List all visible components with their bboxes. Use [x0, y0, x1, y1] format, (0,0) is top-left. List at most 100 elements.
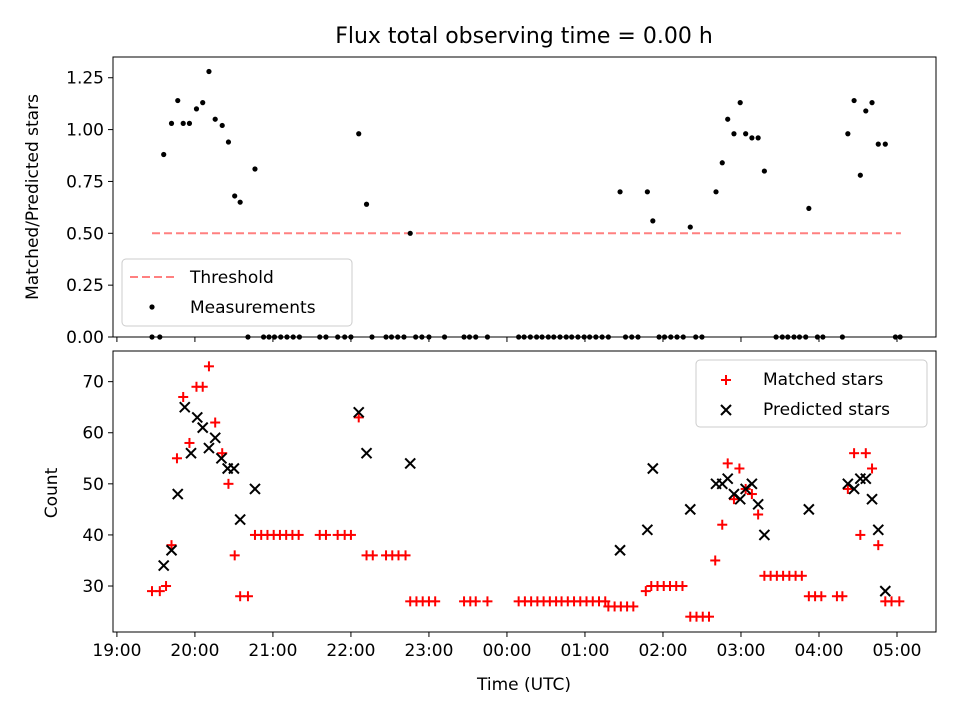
x-axis-label: Time (UTC): [476, 675, 571, 695]
top-ytick-label: 0.00: [66, 328, 104, 348]
matched-star-point: [628, 601, 639, 612]
matched-star-point: [600, 596, 611, 607]
measurement-point: [796, 334, 803, 340]
predicted-star-point: [647, 462, 659, 475]
predicted-star-point: [734, 493, 746, 505]
measurement-point: [369, 334, 375, 340]
xtick-label: 04:00: [794, 641, 843, 661]
xtick-label: 21:00: [248, 641, 297, 661]
predicted-star-point: [860, 473, 872, 485]
predicted-star-point: [179, 401, 191, 413]
predicted-star-point: [866, 493, 878, 505]
measurement-point: [622, 334, 629, 340]
measurement-point: [356, 131, 362, 137]
matched-star-point: [154, 586, 165, 597]
bottom-y-ticks: 30 40 50 60 70: [82, 373, 113, 597]
measurement-point: [897, 334, 903, 340]
bottom-y-axis-label: Count: [42, 467, 62, 518]
measurement-point: [484, 334, 491, 340]
measurement-point: [290, 334, 296, 340]
measurement-point: [473, 334, 479, 340]
top-ytick-label: 0.50: [66, 224, 104, 244]
predicted-star-point: [803, 503, 815, 516]
measurement-point: [587, 334, 593, 340]
top-y-axis-label: Matched/Predicted stars: [23, 94, 43, 300]
matched-star-point: [816, 591, 827, 602]
measurement-point: [335, 334, 341, 340]
matched-star-point: [210, 417, 221, 428]
measurement-point: [266, 334, 272, 340]
measurement-point: [593, 334, 599, 340]
xtick-label: 19:00: [92, 641, 141, 661]
top-marks: [149, 68, 903, 340]
predicted-star-point: [203, 442, 215, 454]
matched-star-point: [229, 550, 240, 561]
predicted-star-point: [165, 544, 178, 556]
xtick-label: 23:00: [404, 641, 453, 661]
predicted-star-point: [172, 488, 184, 500]
bottom-ytick-label: 60: [82, 424, 104, 444]
top-panel: 0.00 0.25 0.50 0.75 1.00 1.25 Matched/Predict…: [23, 56, 937, 348]
measurement-point: [857, 172, 863, 178]
matched-star-point: [710, 555, 721, 566]
matched-star-point: [353, 412, 364, 423]
measurement-point: [363, 201, 370, 207]
measurement-point: [212, 116, 218, 122]
top-ytick-label: 1.00: [66, 121, 104, 141]
measurement-point: [749, 135, 755, 141]
predicted-star-point: [641, 524, 654, 536]
xtick-label: 03:00: [716, 641, 765, 661]
bottom-ytick-label: 50: [82, 475, 104, 495]
predicted-star-point: [614, 544, 626, 556]
matched-star-point: [171, 453, 182, 464]
predicted-star-point: [234, 513, 246, 526]
measurement-point: [668, 334, 674, 340]
measurement-point: [599, 334, 605, 340]
measurement-point: [882, 141, 888, 147]
measurement-point: [441, 334, 448, 340]
measurement-point: [200, 100, 206, 106]
measurement-point: [168, 120, 175, 126]
measurement-point: [388, 334, 395, 340]
measurement-point: [516, 334, 522, 340]
predicted-star-point: [191, 411, 203, 424]
predicted-star-point: [404, 457, 416, 470]
predicted-star-point: [752, 498, 764, 510]
measurement-point: [845, 131, 851, 137]
matched-star-point: [178, 391, 189, 402]
top-ytick-label: 1.25: [66, 69, 104, 89]
measurement-point: [785, 334, 791, 340]
measurement-point: [839, 334, 845, 340]
bottom-ytick-label: 30: [82, 577, 104, 597]
top-ytick-label: 0.75: [66, 172, 104, 192]
measurement-point: [323, 334, 329, 340]
measurement-point: [719, 160, 725, 166]
predicted-star-point: [872, 524, 884, 536]
measurement-point: [725, 116, 731, 122]
measurement-point: [779, 334, 785, 340]
matched-star-point: [197, 381, 208, 392]
measurement-point: [413, 334, 419, 340]
matched-star-point: [161, 581, 172, 592]
predicted-star-point: [157, 559, 170, 572]
bottom-panel: 30 40 50 60 70 19:00 20:00 21:00 22:00 23:00 00:0…: [42, 350, 937, 695]
measurement-point: [743, 131, 749, 137]
xtick-label: 05:00: [872, 641, 921, 661]
matched-star-point: [223, 478, 234, 489]
bottom-ytick-label: 40: [82, 526, 104, 546]
xtick-label: 22:00: [326, 641, 375, 661]
measurements-legend-label: Measurements: [190, 298, 316, 318]
matched-star-point: [184, 437, 195, 448]
matched-star-point: [753, 509, 764, 520]
matched-star-point: [640, 586, 651, 597]
measurement-point: [674, 334, 680, 340]
measurement-point: [605, 334, 611, 340]
measurement-point: [278, 334, 284, 340]
matched-star-point: [849, 448, 860, 459]
measurement-point: [737, 100, 743, 106]
predicted-star-point: [758, 529, 771, 541]
matched-star-point: [677, 581, 688, 592]
measurement-point: [395, 334, 401, 340]
top-legend: Threshold Measurements: [121, 258, 353, 327]
measurement-point: [557, 334, 563, 340]
